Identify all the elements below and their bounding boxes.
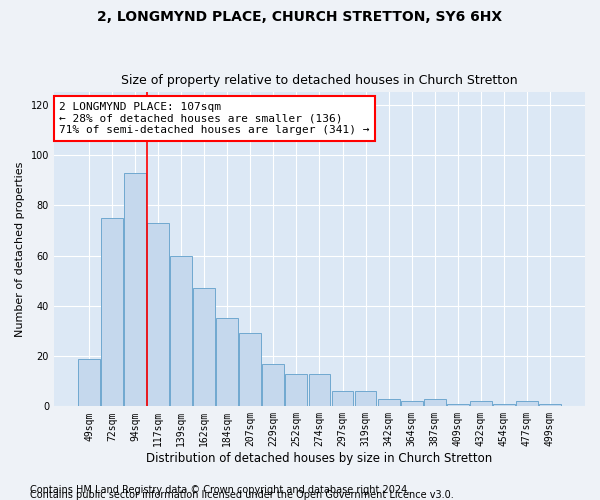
Text: 2, LONGMYND PLACE, CHURCH STRETTON, SY6 6HX: 2, LONGMYND PLACE, CHURCH STRETTON, SY6 … <box>97 10 503 24</box>
X-axis label: Distribution of detached houses by size in Church Stretton: Distribution of detached houses by size … <box>146 452 493 465</box>
Bar <box>147 223 169 406</box>
Bar <box>377 399 400 406</box>
Bar <box>286 374 307 406</box>
Bar <box>101 218 123 406</box>
Text: Contains public sector information licensed under the Open Government Licence v3: Contains public sector information licen… <box>30 490 454 500</box>
Bar <box>239 334 261 406</box>
Bar <box>308 374 331 406</box>
Bar <box>539 404 561 406</box>
Bar <box>217 318 238 406</box>
Bar <box>124 172 146 406</box>
Text: 2 LONGMYND PLACE: 107sqm
← 28% of detached houses are smaller (136)
71% of semi-: 2 LONGMYND PLACE: 107sqm ← 28% of detach… <box>59 102 370 135</box>
Bar <box>401 402 422 406</box>
Bar <box>332 392 353 406</box>
Bar <box>262 364 284 406</box>
Bar <box>78 358 100 406</box>
Bar <box>470 402 492 406</box>
Bar <box>516 402 538 406</box>
Bar <box>493 404 515 406</box>
Text: Contains HM Land Registry data © Crown copyright and database right 2024.: Contains HM Land Registry data © Crown c… <box>30 485 410 495</box>
Y-axis label: Number of detached properties: Number of detached properties <box>15 162 25 337</box>
Bar <box>193 288 215 406</box>
Bar <box>170 256 192 406</box>
Title: Size of property relative to detached houses in Church Stretton: Size of property relative to detached ho… <box>121 74 518 87</box>
Bar <box>447 404 469 406</box>
Bar <box>424 399 446 406</box>
Bar <box>355 392 376 406</box>
